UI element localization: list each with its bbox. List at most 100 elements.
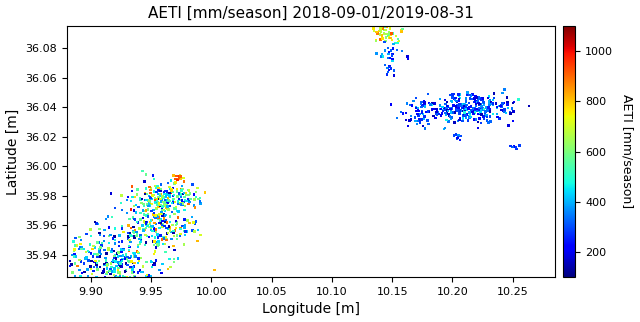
Point — [180, 223, 190, 228]
Point — [116, 260, 126, 265]
Point — [152, 243, 163, 249]
Point — [140, 232, 150, 237]
Point — [165, 219, 175, 224]
Point — [132, 192, 142, 197]
Point — [161, 220, 172, 225]
Point — [387, 52, 397, 58]
Point — [440, 125, 451, 130]
Point — [120, 281, 131, 287]
Point — [389, 73, 399, 78]
Point — [114, 262, 124, 267]
Point — [412, 112, 422, 117]
Point — [157, 219, 168, 224]
Point — [458, 103, 468, 108]
Point — [165, 228, 175, 233]
Point — [483, 120, 493, 125]
Point — [132, 249, 142, 254]
Point — [385, 35, 396, 41]
Point — [163, 200, 173, 205]
Point — [147, 265, 157, 270]
Point — [174, 201, 184, 206]
Point — [74, 234, 84, 239]
Point — [500, 110, 511, 115]
Point — [388, 31, 398, 36]
Point — [385, 64, 395, 69]
Point — [417, 110, 427, 115]
Point — [457, 105, 467, 110]
Point — [415, 111, 425, 116]
Point — [382, 24, 392, 30]
Point — [129, 265, 139, 270]
Point — [130, 194, 140, 200]
Point — [371, 38, 381, 43]
Point — [411, 109, 421, 114]
Point — [129, 230, 139, 235]
Point — [157, 205, 167, 211]
Point — [156, 196, 166, 201]
Point — [169, 234, 179, 239]
Point — [472, 109, 482, 114]
Point — [172, 221, 182, 226]
Point — [396, 28, 406, 33]
Point — [157, 262, 168, 267]
Point — [76, 242, 86, 247]
Point — [91, 283, 101, 288]
Point — [177, 186, 188, 191]
Point — [465, 110, 475, 115]
Point — [174, 176, 184, 182]
Point — [476, 102, 486, 107]
Point — [117, 258, 127, 263]
Point — [423, 109, 433, 114]
Point — [131, 233, 141, 239]
Point — [95, 245, 105, 250]
Point — [178, 201, 188, 206]
Point — [444, 113, 454, 118]
Point — [123, 297, 133, 302]
Point — [147, 193, 157, 198]
Point — [195, 196, 205, 201]
Point — [164, 224, 174, 229]
Point — [472, 107, 483, 112]
Point — [125, 254, 136, 259]
Point — [180, 229, 191, 234]
Point — [371, 37, 381, 43]
Point — [458, 116, 468, 121]
Point — [443, 109, 453, 114]
Point — [156, 211, 166, 216]
Point — [148, 212, 159, 217]
Point — [386, 102, 396, 107]
Point — [92, 262, 102, 267]
Point — [474, 100, 484, 105]
Point — [504, 123, 514, 128]
Point — [111, 263, 122, 269]
Point — [90, 277, 100, 282]
Point — [182, 199, 192, 204]
Point — [454, 97, 464, 102]
Point — [376, 54, 387, 59]
Point — [147, 202, 157, 207]
Point — [455, 92, 465, 97]
Point — [138, 168, 148, 174]
Point — [168, 200, 178, 205]
Point — [161, 194, 172, 199]
Point — [485, 119, 495, 124]
Point — [118, 253, 129, 258]
Point — [124, 234, 134, 239]
Point — [138, 226, 148, 232]
Point — [424, 121, 434, 127]
Point — [102, 280, 113, 285]
Point — [143, 214, 153, 219]
Point — [476, 102, 486, 107]
Point — [99, 279, 109, 284]
Point — [179, 207, 189, 212]
Point — [124, 243, 134, 248]
Point — [460, 102, 470, 107]
Point — [157, 213, 168, 218]
Point — [74, 258, 84, 263]
Point — [440, 97, 450, 102]
Point — [416, 99, 426, 105]
Point — [454, 104, 464, 109]
Point — [159, 189, 169, 194]
Point — [125, 233, 135, 238]
Point — [148, 263, 158, 268]
